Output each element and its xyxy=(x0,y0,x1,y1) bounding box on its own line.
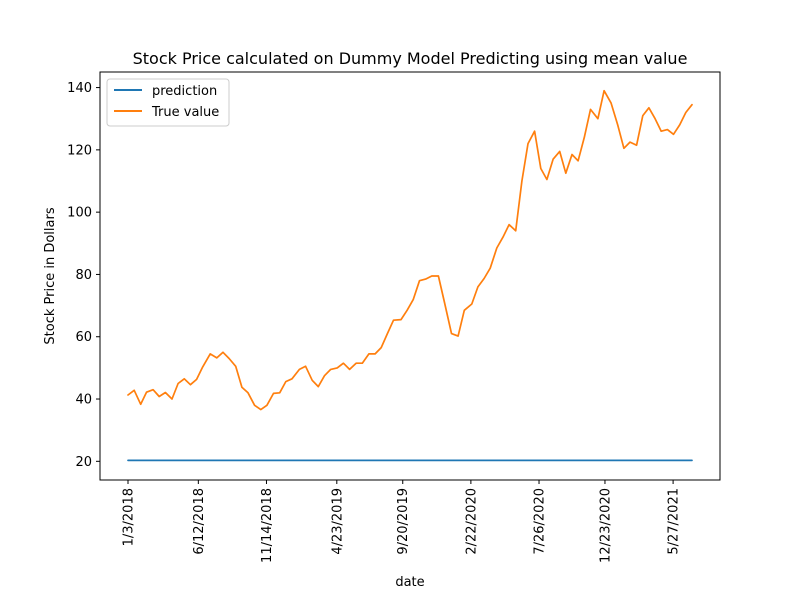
legend-label-prediction: prediction xyxy=(152,84,217,99)
y-axis-label: Stock Price in Dollars xyxy=(43,207,58,344)
x-tick-label: 4/23/2019 xyxy=(330,488,345,555)
x-tick-label: 6/12/2018 xyxy=(192,488,207,555)
y-tick-label: 60 xyxy=(75,330,92,345)
x-tick-label: 12/23/2020 xyxy=(598,488,613,563)
x-tick-label: 2/22/2020 xyxy=(464,488,479,555)
chart-title: Stock Price calculated on Dummy Model Pr… xyxy=(133,49,688,68)
x-tick-label: 11/14/2018 xyxy=(260,488,275,563)
x-tick-label: 5/27/2021 xyxy=(667,488,682,555)
legend-label-true-value: True value xyxy=(151,105,219,120)
y-tick-label: 100 xyxy=(67,206,92,221)
x-axis-label: date xyxy=(395,575,424,590)
y-tick-label: 80 xyxy=(75,268,92,283)
x-tick-label: 9/20/2019 xyxy=(396,488,411,555)
plot-area-frame xyxy=(99,71,721,481)
x-axis: 1/3/2018 6/12/2018 11/14/2018 4/23/2019 9/20… xyxy=(122,480,682,563)
y-tick-label: 20 xyxy=(75,455,92,470)
y-tick-label: 140 xyxy=(67,81,92,96)
x-tick-label: 7/26/2020 xyxy=(533,488,548,555)
series-layer xyxy=(127,89,693,462)
series-line-true-value xyxy=(127,89,693,411)
y-tick-label: 120 xyxy=(67,143,92,158)
y-axis: 20 40 60 80 100 120 140 xyxy=(67,81,100,470)
legend: prediction True value xyxy=(106,78,230,127)
x-tick-label: 1/3/2018 xyxy=(122,488,137,546)
y-tick-label: 40 xyxy=(75,393,92,408)
